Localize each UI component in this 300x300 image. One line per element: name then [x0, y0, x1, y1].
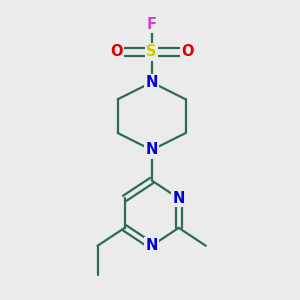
- Text: N: N: [172, 191, 185, 206]
- Text: O: O: [110, 44, 122, 59]
- Text: S: S: [146, 44, 157, 59]
- Text: N: N: [146, 75, 158, 90]
- Text: O: O: [181, 44, 194, 59]
- Text: N: N: [146, 142, 158, 158]
- Text: F: F: [147, 17, 157, 32]
- Text: N: N: [146, 238, 158, 253]
